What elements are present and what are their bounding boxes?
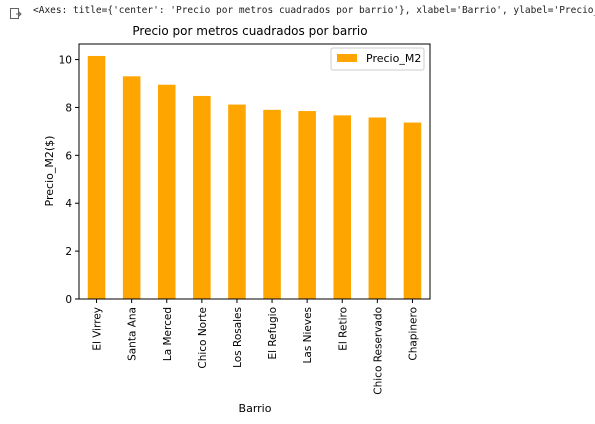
bar — [157, 84, 176, 299]
x-tick-label: El Virrey — [92, 307, 104, 351]
output-arrow-icon — [10, 8, 22, 19]
bar — [122, 76, 141, 299]
bar — [87, 55, 106, 299]
bar — [263, 109, 281, 300]
x-tick-label: Los Rosales — [232, 307, 244, 368]
y-tick-label: 2 — [65, 246, 72, 258]
legend-swatch — [337, 54, 357, 62]
output-repr-text: <Axes: title={'center': 'Precio por metr… — [33, 5, 595, 16]
x-tick-label: Santa Ana — [127, 307, 139, 361]
x-tick-label: La Merced — [162, 307, 174, 361]
x-tick-label: Chapinero — [407, 307, 419, 361]
x-tick-label: Las Nieves — [302, 307, 314, 363]
y-tick-label: 8 — [65, 102, 72, 114]
bar — [193, 95, 211, 299]
y-tick-label: 4 — [65, 198, 72, 210]
x-tick-label: El Refugio — [267, 307, 279, 360]
x-axis-label: Barrio — [239, 402, 272, 415]
bar — [403, 122, 422, 299]
bar — [228, 104, 246, 300]
legend-label: Precio_M2 — [366, 52, 421, 65]
x-tick-label: El Retiro — [337, 307, 349, 351]
x-tick-label: Chico Reservado — [372, 307, 384, 395]
plot-area-frame — [78, 43, 431, 300]
y-axis-label: Precio_M2($) — [43, 136, 56, 207]
bar — [368, 117, 387, 299]
bar — [298, 111, 316, 299]
y-tick-label: 0 — [65, 294, 72, 306]
y-tick-label: 10 — [59, 55, 72, 67]
bar — [333, 115, 352, 299]
chart-title: Precio por metros cuadrados por barrio — [132, 24, 367, 38]
x-tick-label: Chico Norte — [197, 307, 209, 369]
legend: Precio_M2 — [330, 47, 425, 71]
y-tick-label: 6 — [65, 150, 72, 162]
